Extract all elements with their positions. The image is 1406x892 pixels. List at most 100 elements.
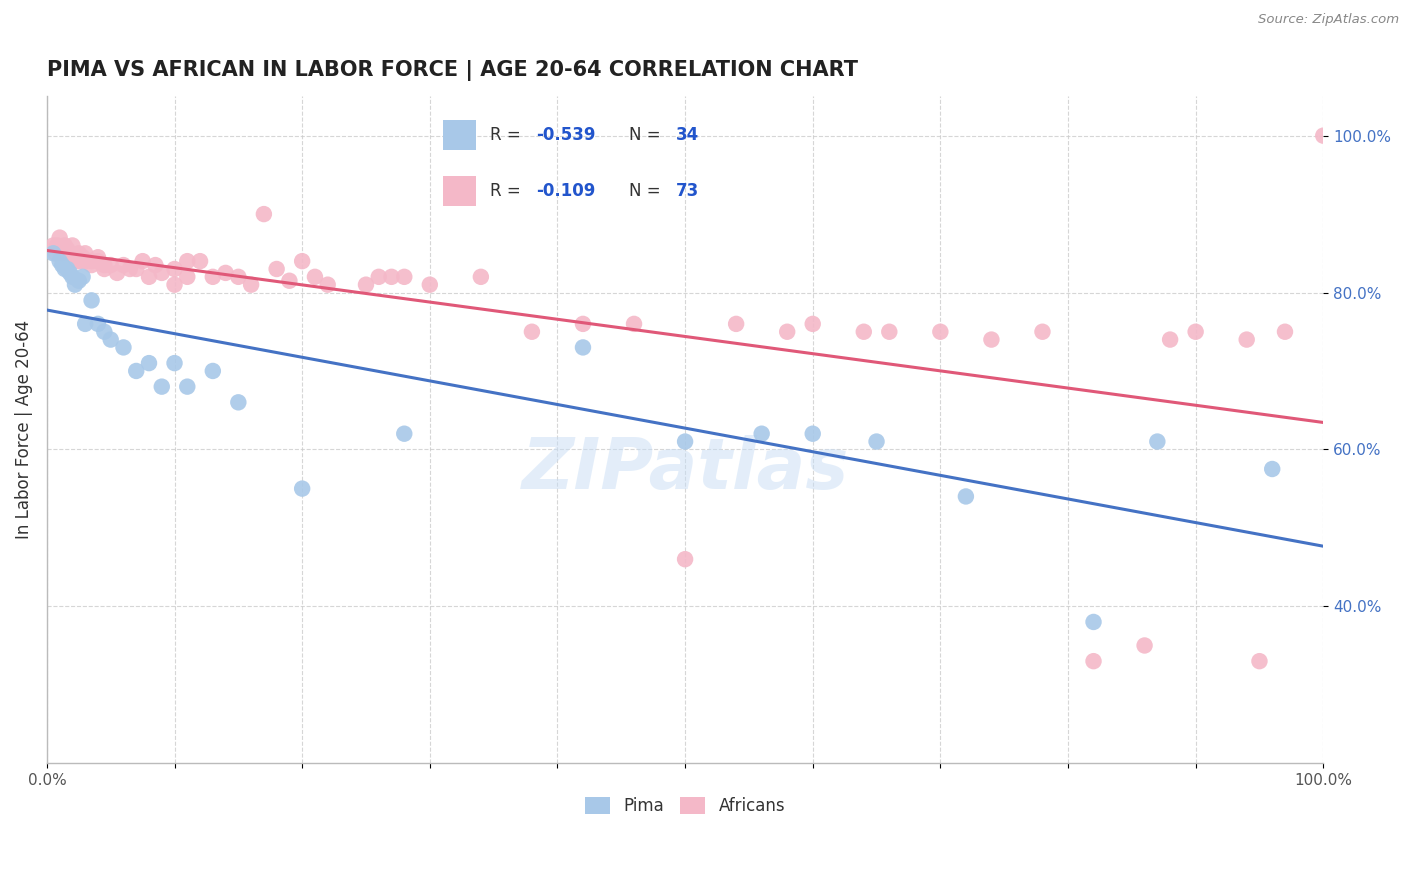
Point [87,317,110,331]
Point [93,262,115,277]
Point [253,207,276,221]
Point [201,269,224,284]
Point [291,482,314,496]
Point [150,379,173,393]
Point [100,333,122,347]
Point [145,258,167,272]
Point [394,426,416,441]
Point [572,317,595,331]
Point [278,274,301,288]
Point [673,552,696,566]
Point [72,269,94,284]
Point [623,317,645,331]
Point [53,238,76,252]
Point [176,254,198,268]
Point [75,254,97,268]
Point [67,246,90,260]
Point [125,262,148,277]
Point [354,277,377,292]
Text: Source: ZipAtlas.com: Source: ZipAtlas.com [1258,13,1399,27]
Point [138,356,160,370]
Point [131,254,153,268]
Point [188,254,211,268]
Point [62,269,84,284]
Point [865,434,887,449]
Point [163,356,186,370]
Point [394,269,416,284]
Point [93,258,115,272]
Point [93,325,115,339]
Point [228,395,250,409]
Point [69,254,91,268]
Point [214,266,236,280]
Point [1083,654,1105,668]
Point [201,364,224,378]
Point [929,325,952,339]
Point [51,258,73,272]
Point [852,325,875,339]
Point [125,364,148,378]
Point [1274,325,1296,339]
Point [59,246,82,260]
Point [1312,128,1334,143]
Point [66,254,89,268]
Point [801,317,824,331]
Point [572,340,595,354]
Point [879,325,901,339]
Point [48,254,70,268]
Point [291,254,314,268]
Point [673,434,696,449]
Point [51,246,73,260]
Point [520,325,543,339]
Point [80,254,103,268]
Point [62,238,84,252]
Point [42,238,65,252]
Point [112,258,135,272]
Point [176,379,198,393]
Point [725,317,748,331]
Legend: Pima, Africans: Pima, Africans [578,790,792,822]
Point [1159,333,1181,347]
Point [75,317,97,331]
Point [138,269,160,284]
Point [776,325,799,339]
Point [240,277,263,292]
Point [112,340,135,354]
Text: PIMA VS AFRICAN IN LABOR FORCE | AGE 20-64 CORRELATION CHART: PIMA VS AFRICAN IN LABOR FORCE | AGE 20-… [46,60,858,80]
Point [367,269,389,284]
Point [419,277,441,292]
Point [48,230,70,244]
Point [45,246,67,260]
Point [63,277,86,292]
Point [150,266,173,280]
Point [316,277,339,292]
Point [955,490,977,504]
Point [1133,639,1156,653]
Point [53,262,76,277]
Point [1083,615,1105,629]
Point [1249,654,1271,668]
Point [801,426,824,441]
Text: ZIPatlas: ZIPatlas [522,435,849,504]
Point [56,243,79,257]
Point [1031,325,1053,339]
Point [118,262,141,277]
Point [75,246,97,260]
Point [63,250,86,264]
Point [266,262,288,277]
Point [228,269,250,284]
Point [163,277,186,292]
Point [80,258,103,272]
Point [56,262,79,277]
Point [163,262,186,277]
Point [72,250,94,264]
Point [304,269,326,284]
Point [48,243,70,257]
Point [42,246,65,260]
Point [1236,333,1258,347]
Point [980,333,1002,347]
Point [176,269,198,284]
Point [470,269,492,284]
Point [380,269,402,284]
Point [1261,462,1284,476]
